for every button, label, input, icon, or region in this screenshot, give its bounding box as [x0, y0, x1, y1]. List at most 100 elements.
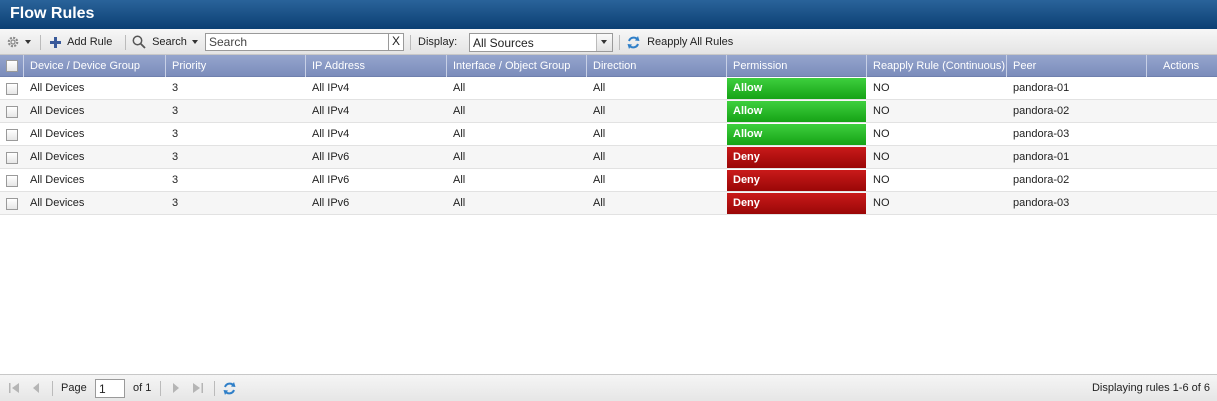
cell-direction: All — [593, 151, 606, 163]
cell-peer: pandora-02 — [1013, 105, 1070, 117]
cell-peer: pandora-03 — [1013, 128, 1070, 140]
select-all-cell — [0, 55, 24, 77]
permission-badge: Deny — [727, 193, 866, 214]
column-header-actions: Actions — [1163, 60, 1200, 72]
cell-ip-address: All IPv6 — [312, 151, 350, 163]
clear-search-button[interactable]: X — [388, 33, 404, 51]
chevron-down-icon — [191, 40, 198, 45]
column-header-peer[interactable]: Peer — [1007, 55, 1147, 77]
page-number-input[interactable] — [95, 379, 125, 398]
column-header-priority[interactable]: Priority — [166, 55, 306, 77]
cell-priority: 3 — [172, 128, 179, 140]
cell-device: All Devices — [30, 128, 85, 140]
cell-priority: 3 — [172, 151, 179, 163]
cell-interface: All — [453, 197, 466, 209]
cell-priority: 3 — [172, 82, 179, 94]
display-select-value: All Sources — [473, 36, 534, 50]
cell-priority: 3 — [172, 105, 179, 117]
cell-reapply: NO — [873, 174, 890, 186]
refresh-icon — [627, 35, 640, 49]
column-header-direction[interactable]: Direction — [587, 55, 727, 77]
cell-peer: pandora-03 — [1013, 197, 1070, 209]
permission-badge: Deny — [727, 170, 866, 191]
permission-badge: Allow — [727, 78, 866, 99]
cell-ip-address: All IPv4 — [312, 128, 350, 140]
column-header-device[interactable]: Device / Device Group — [24, 55, 166, 77]
cell-interface: All — [453, 151, 466, 163]
table-row[interactable]: All Devices 3 All IPv6 All All Deny NO p… — [0, 169, 1217, 192]
row-checkbox[interactable] — [6, 175, 18, 187]
cell-device: All Devices — [30, 197, 85, 209]
next-page-icon[interactable] — [170, 382, 182, 394]
add-rule-button[interactable]: Add Rule — [50, 29, 112, 55]
cell-reapply: NO — [873, 128, 890, 140]
select-all-checkbox[interactable] — [6, 60, 18, 72]
permission-badge: Allow — [727, 124, 866, 145]
cell-peer: pandora-02 — [1013, 174, 1070, 186]
search-icon — [132, 35, 146, 49]
cell-ip-address: All IPv4 — [312, 105, 350, 117]
cell-direction: All — [593, 174, 606, 186]
cell-reapply: NO — [873, 105, 890, 117]
cell-device: All Devices — [30, 82, 85, 94]
chevron-down-icon — [601, 40, 607, 44]
column-header-reapply[interactable]: Reapply Rule (Continuous) — [867, 55, 1007, 77]
search-input[interactable] — [205, 33, 389, 51]
reapply-all-rules-button[interactable]: Reapply All Rules — [626, 29, 733, 55]
pagination-status: Displaying rules 1-6 of 6 — [1091, 382, 1210, 394]
table-row[interactable]: All Devices 3 All IPv4 All All Allow NO … — [0, 100, 1217, 123]
display-label: Display: — [418, 36, 458, 48]
add-rule-label: Add Rule — [67, 36, 113, 48]
table-header: Device / Device Group Priority IP Addres… — [0, 55, 1217, 77]
column-header-ip-address[interactable]: IP Address — [306, 55, 447, 77]
last-page-icon[interactable] — [192, 382, 204, 394]
refresh-icon[interactable] — [222, 381, 237, 396]
dropdown-arrow[interactable] — [596, 34, 612, 51]
table-row[interactable]: All Devices 3 All IPv6 All All Deny NO p… — [0, 192, 1217, 215]
page-count-label: of 1 — [133, 382, 152, 394]
table-body: All Devices 3 All IPv4 All All Allow NO … — [0, 77, 1217, 215]
permission-badge: Allow — [727, 101, 866, 122]
previous-page-icon[interactable] — [30, 382, 42, 394]
gear-icon — [7, 36, 19, 48]
cell-interface: All — [453, 105, 466, 117]
cell-device: All Devices — [30, 151, 85, 163]
toolbar: Add Rule Search X Display: All Sources R… — [0, 29, 1217, 55]
cell-direction: All — [593, 82, 606, 94]
cell-direction: All — [593, 128, 606, 140]
settings-menu-button[interactable] — [6, 29, 32, 55]
table-row[interactable]: All Devices 3 All IPv4 All All Allow NO … — [0, 123, 1217, 146]
cell-interface: All — [453, 128, 466, 140]
reapply-all-rules-label: Reapply All Rules — [647, 36, 734, 48]
cell-interface: All — [453, 174, 466, 186]
plus-icon — [50, 36, 61, 48]
permission-badge: Deny — [727, 147, 866, 168]
row-checkbox[interactable] — [6, 83, 18, 95]
column-header-interface[interactable]: Interface / Object Group — [447, 55, 587, 77]
table-row[interactable]: All Devices 3 All IPv6 All All Deny NO p… — [0, 146, 1217, 169]
display-select[interactable]: All Sources — [469, 33, 613, 52]
cell-device: All Devices — [30, 174, 85, 186]
row-checkbox[interactable] — [6, 152, 18, 164]
window-title: Flow Rules — [0, 0, 1217, 29]
cell-reapply: NO — [873, 151, 890, 163]
column-header-permission[interactable]: Permission — [727, 55, 867, 77]
row-checkbox[interactable] — [6, 129, 18, 141]
cell-device: All Devices — [30, 105, 85, 117]
search-menu-button[interactable]: Search — [132, 29, 198, 55]
cell-interface: All — [453, 82, 466, 94]
first-page-icon[interactable] — [8, 382, 20, 394]
table-row[interactable]: All Devices 3 All IPv4 All All Allow NO … — [0, 77, 1217, 100]
cell-peer: pandora-01 — [1013, 151, 1070, 163]
cell-direction: All — [593, 105, 606, 117]
search-label: Search — [152, 36, 187, 48]
row-checkbox[interactable] — [6, 198, 18, 210]
cell-direction: All — [593, 197, 606, 209]
pagination-bar: Page of 1 Displaying rules 1-6 of 6 — [0, 374, 1217, 401]
cell-reapply: NO — [873, 197, 890, 209]
cell-ip-address: All IPv6 — [312, 174, 350, 186]
cell-priority: 3 — [172, 174, 179, 186]
chevron-down-icon — [25, 40, 32, 45]
row-checkbox[interactable] — [6, 106, 18, 118]
cell-peer: pandora-01 — [1013, 82, 1070, 94]
